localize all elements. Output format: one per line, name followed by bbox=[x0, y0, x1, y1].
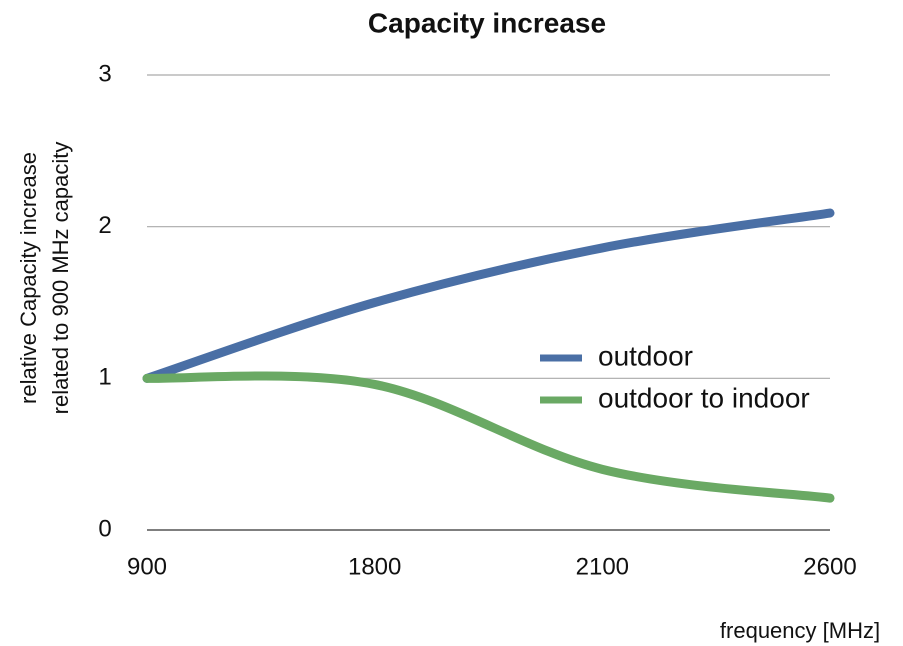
legend-label: outdoor bbox=[598, 340, 693, 371]
line bbox=[142, 371, 835, 503]
x-axis-label: frequency [MHz] bbox=[720, 618, 880, 643]
line bbox=[142, 208, 835, 383]
y-tick-label: 1 bbox=[98, 364, 111, 391]
x-tick-label: 2600 bbox=[803, 553, 856, 580]
x-tick-label: 2100 bbox=[576, 553, 629, 580]
y-tick-label: 0 bbox=[98, 515, 111, 542]
x-tick-label: 1800 bbox=[348, 553, 401, 580]
chart-title: Capacity increase bbox=[368, 7, 606, 38]
y-axis-label-line: related to 900 MHz capacity bbox=[48, 142, 73, 415]
y-tick-label: 2 bbox=[98, 212, 111, 239]
y-axis-label-line: relative Capacity increase bbox=[16, 152, 41, 404]
legend-label: outdoor to indoor bbox=[598, 382, 810, 413]
x-tick-label: 900 bbox=[127, 553, 167, 580]
y-tick-label: 3 bbox=[98, 60, 111, 87]
y-axis-label: relative Capacity increase related to 90… bbox=[16, 142, 73, 415]
